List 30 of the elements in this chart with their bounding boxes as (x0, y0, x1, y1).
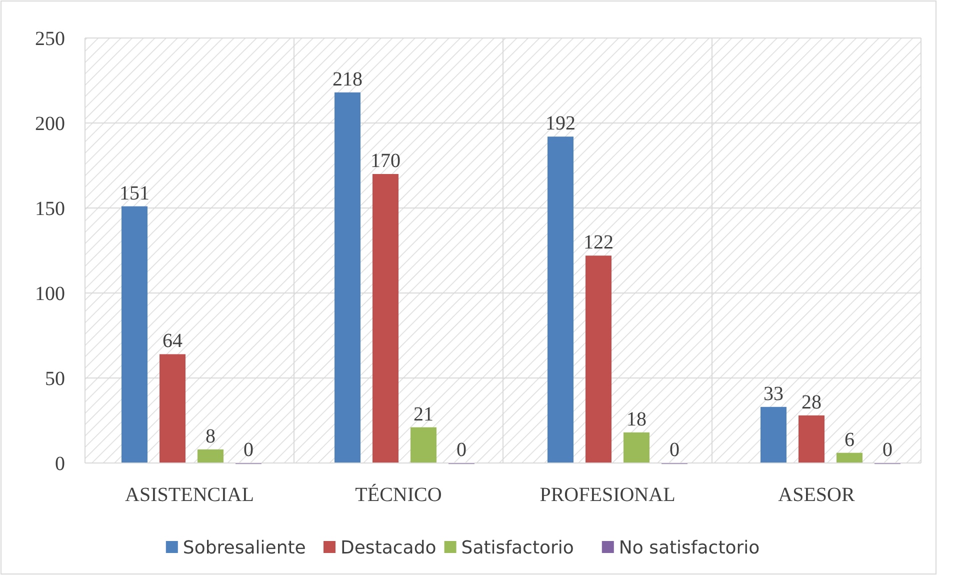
y-tick-label: 150 (35, 198, 65, 220)
legend-label: Destacado (340, 537, 436, 558)
x-tick-label: ASISTENCIAL (125, 484, 254, 506)
y-tick-label: 200 (35, 113, 65, 135)
data-label: 192 (546, 112, 576, 135)
data-label: 218 (332, 68, 362, 90)
data-label: 6 (844, 428, 854, 451)
data-label: 151 (120, 182, 150, 204)
y-tick-label: 100 (35, 283, 65, 305)
data-label: 18 (626, 408, 646, 430)
legend-label: No satisfactorio (618, 537, 760, 558)
data-label: 0 (670, 439, 680, 461)
legend-label: Satisfactorio (461, 537, 574, 558)
data-label: 64 (162, 330, 182, 352)
data-label: 8 (206, 425, 216, 448)
x-tick-label: ASESOR (778, 484, 856, 506)
data-label: 21 (414, 403, 434, 426)
data-label: 0 (456, 439, 466, 461)
data-label: 122 (584, 232, 614, 254)
x-tick-label: TÉCNICO (355, 483, 442, 506)
y-tick-label: 0 (55, 453, 65, 475)
legend-label: Sobresaliente (182, 537, 306, 558)
data-label: 28 (802, 391, 822, 414)
y-tick-label: 50 (45, 368, 65, 390)
data-label: 170 (370, 150, 400, 172)
data-label: 33 (764, 382, 784, 405)
data-label: 0 (882, 439, 892, 461)
data-label: 0 (244, 439, 254, 461)
y-tick-label: 250 (35, 28, 65, 50)
x-tick-label: PROFESIONAL (540, 484, 676, 506)
